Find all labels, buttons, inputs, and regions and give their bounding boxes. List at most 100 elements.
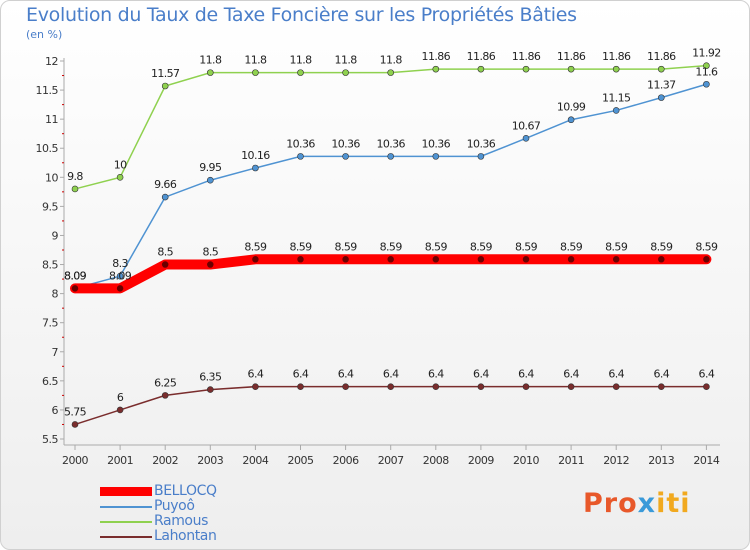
data-label-ramous: 11.8 (380, 54, 403, 67)
data-point-ramous (342, 69, 349, 76)
x-tick-label: 2011 (558, 454, 584, 467)
data-point-bellocq (385, 254, 396, 265)
y-tick-label: 6 (52, 404, 59, 417)
data-point-bellocq (115, 283, 125, 294)
data-label-bellocq: 8.59 (244, 240, 267, 253)
y-tick-label: 10 (45, 171, 58, 184)
data-point-bellocq (160, 259, 170, 270)
data-point-bellocq (340, 254, 351, 265)
logo-part-iti: iti (656, 488, 691, 519)
legend-label-ramous: Ramous (154, 513, 208, 529)
data-label-bellocq: 8.59 (515, 240, 538, 253)
data-point-bellocq (521, 254, 531, 265)
x-tick-label: 2005 (288, 454, 314, 467)
x-tick-label: 2012 (603, 454, 629, 467)
data-point-ramous (71, 185, 79, 193)
data-label-lahontan: 6.35 (199, 371, 222, 384)
y-tick-label: 7 (52, 346, 59, 359)
data-point-ramous (657, 65, 665, 73)
data-point-ramous (477, 65, 485, 73)
data-label-bellocq: 8.59 (560, 240, 583, 253)
x-tick-label: 2001 (107, 454, 133, 467)
data-label-puyo: 9.66 (154, 178, 177, 191)
data-label-puyo: 11.15 (602, 91, 631, 104)
data-label-ramous: 9.8 (67, 170, 83, 183)
logo-part-x: x (637, 488, 657, 519)
x-tick-label: 2010 (513, 454, 539, 467)
data-label-lahontan: 6.4 (383, 368, 399, 381)
data-point-lahontan (477, 383, 485, 390)
data-label-ramous: 11.86 (467, 50, 496, 63)
y-tick-label: 11.5 (36, 84, 59, 97)
data-point-puyo (387, 153, 395, 160)
data-label-lahontan: 6.4 (293, 368, 309, 381)
data-point-lahontan (297, 383, 304, 390)
data-label-bellocq: 8.59 (605, 240, 628, 253)
data-point-lahontan (657, 383, 665, 390)
data-point-bellocq (611, 254, 621, 265)
x-tick-label: 2000 (62, 454, 88, 467)
data-point-lahontan (252, 383, 259, 390)
chart-title: Evolution du Taux de Taxe Foncière sur l… (26, 4, 577, 26)
data-point-lahontan (342, 383, 349, 390)
data-point-ramous (703, 62, 710, 69)
data-label-puyo: 11.6 (695, 65, 718, 78)
data-label-lahontan: 6.4 (699, 368, 715, 381)
data-point-ramous (612, 65, 620, 73)
data-point-puyo (612, 107, 620, 114)
data-point-puyo (207, 176, 214, 184)
data-point-lahontan (161, 392, 169, 399)
data-label-bellocq: 8.59 (650, 240, 673, 253)
data-label-puyo: 10.99 (557, 101, 586, 114)
data-point-bellocq (476, 254, 486, 265)
series-line-lahontan (74, 385, 707, 426)
x-ticks: 2000 2001 2002 2003 2004 2005 2006 2007 2008 2009… (62, 445, 720, 467)
data-point-lahontan (71, 421, 79, 428)
data-label-ramous: 11.8 (289, 54, 312, 67)
data-point-bellocq (250, 254, 261, 265)
data-point-puyo (657, 94, 665, 101)
data-label-bellocq: 8.59 (380, 240, 403, 253)
y-ticks: 5.5 6 6.5 7 7.5 8 8.5 9 9.5 10 10.5 11 11.5 12 (36, 55, 64, 446)
data-point-puyo (432, 153, 440, 160)
data-point-bellocq (656, 254, 667, 265)
x-tick-label: 2014 (693, 454, 719, 467)
y-tick-label: 12 (45, 55, 58, 68)
data-point-puyo (297, 153, 304, 160)
x-tick-label: 2007 (378, 454, 404, 467)
data-point-puyo (116, 272, 124, 280)
data-label-ramous: 11.57 (151, 67, 180, 80)
data-label-lahontan: 6.4 (518, 368, 534, 381)
data-point-ramous (387, 69, 395, 76)
data-point-ramous (567, 65, 575, 73)
data-label-bellocq: 8.09 (64, 269, 87, 282)
data-point-ramous (161, 82, 169, 90)
data-label-ramous: 11.8 (335, 54, 358, 67)
data-label-lahontan: 6.4 (608, 368, 624, 381)
data-point-ramous (116, 174, 124, 181)
x-tick-label: 2013 (648, 454, 674, 467)
data-label-puyo: 8.09 (64, 269, 87, 282)
data-point-ramous (252, 69, 259, 76)
data-label-ramous: 11.86 (422, 50, 451, 63)
data-point-ramous (297, 69, 304, 76)
data-point-bellocq (70, 283, 80, 294)
legend-swatch-puyoo (100, 506, 152, 508)
data-point-ramous (522, 65, 530, 73)
data-label-bellocq: 8.59 (695, 240, 718, 253)
data-point-bellocq (431, 254, 441, 265)
data-label-bellocq: 8.5 (157, 246, 173, 259)
data-point-puyo (703, 80, 710, 88)
data-point-ramous (432, 65, 440, 73)
data-point-puyo (252, 164, 259, 172)
data-point-lahontan (703, 383, 710, 390)
data-label-puyo: 9.95 (199, 161, 222, 174)
data-label-ramous: 10 (114, 158, 127, 171)
x-tick-label: 2006 (333, 454, 359, 467)
data-label-puyo: 11.37 (647, 79, 676, 92)
data-label-puyo: 10.36 (376, 137, 405, 150)
data-label-bellocq: 8.5 (202, 246, 218, 259)
y-tick-label: 5.5 (42, 433, 58, 446)
